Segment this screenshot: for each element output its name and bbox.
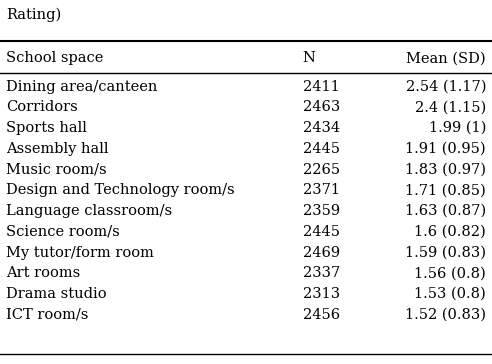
Text: Dining area/canteen: Dining area/canteen	[6, 80, 157, 94]
Text: 2.54 (1.17): 2.54 (1.17)	[405, 80, 486, 94]
Text: My tutor/form room: My tutor/form room	[6, 246, 154, 260]
Text: 2469: 2469	[303, 246, 339, 260]
Text: 1.99 (1): 1.99 (1)	[429, 121, 486, 135]
Text: 1.83 (0.97): 1.83 (0.97)	[405, 163, 486, 177]
Text: 2411: 2411	[303, 80, 339, 94]
Text: 2313: 2313	[303, 287, 339, 301]
Text: School space: School space	[6, 51, 103, 65]
Text: 2.4 (1.15): 2.4 (1.15)	[415, 100, 486, 114]
Text: 2445: 2445	[303, 142, 339, 156]
Text: Mean (SD): Mean (SD)	[406, 51, 486, 65]
Text: 1.91 (0.95): 1.91 (0.95)	[405, 142, 486, 156]
Text: Sports hall: Sports hall	[6, 121, 87, 135]
Text: Design and Technology room/s: Design and Technology room/s	[6, 183, 235, 197]
Text: 2337: 2337	[303, 266, 340, 280]
Text: Language classroom/s: Language classroom/s	[6, 204, 172, 218]
Text: 2434: 2434	[303, 121, 339, 135]
Text: 2456: 2456	[303, 308, 339, 322]
Text: Drama studio: Drama studio	[6, 287, 107, 301]
Text: 2445: 2445	[303, 225, 339, 239]
Text: Art rooms: Art rooms	[6, 266, 80, 280]
Text: Science room/s: Science room/s	[6, 225, 120, 239]
Text: 2463: 2463	[303, 100, 340, 114]
Text: Music room/s: Music room/s	[6, 163, 107, 177]
Text: Corridors: Corridors	[6, 100, 78, 114]
Text: 1.52 (0.83): 1.52 (0.83)	[405, 308, 486, 322]
Text: 1.6 (0.82): 1.6 (0.82)	[414, 225, 486, 239]
Text: 1.53 (0.8): 1.53 (0.8)	[414, 287, 486, 301]
Text: Rating): Rating)	[6, 8, 61, 23]
Text: 1.56 (0.8): 1.56 (0.8)	[414, 266, 486, 280]
Text: 2371: 2371	[303, 183, 339, 197]
Text: ICT room/s: ICT room/s	[6, 308, 88, 322]
Text: 2265: 2265	[303, 163, 339, 177]
Text: 1.59 (0.83): 1.59 (0.83)	[405, 246, 486, 260]
Text: 1.63 (0.87): 1.63 (0.87)	[405, 204, 486, 218]
Text: 2359: 2359	[303, 204, 339, 218]
Text: 1.71 (0.85): 1.71 (0.85)	[405, 183, 486, 197]
Text: N: N	[303, 51, 315, 65]
Text: Assembly hall: Assembly hall	[6, 142, 108, 156]
